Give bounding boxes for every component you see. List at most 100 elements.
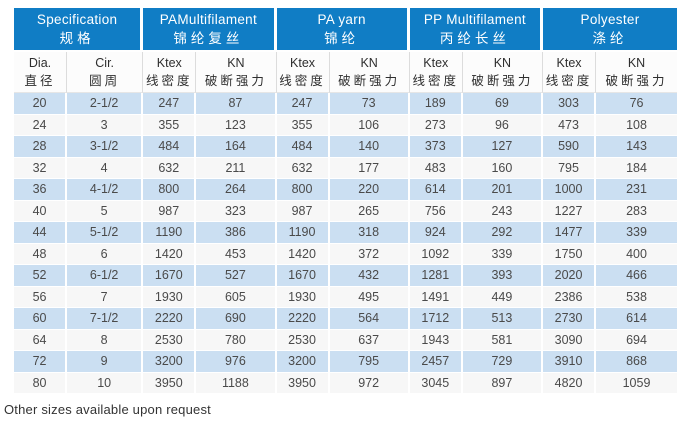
group-header-specification: Specification 规格 [14,8,144,52]
table-cell: 614 [409,179,463,201]
table-cell: 292 [462,222,544,244]
table-cell: 2730 [543,308,597,330]
table-cell: 453 [196,243,277,265]
table-cell: 466 [596,265,677,287]
table-cell: 690 [196,308,277,330]
table-cell: 355 [143,114,197,136]
table-cell: 373 [409,136,463,158]
table-cell: 96 [462,114,544,136]
table-cell: 123 [196,114,277,136]
table-cell: 1000 [543,179,597,201]
table-cell: 60 [14,308,68,330]
table-cell: 72 [14,351,68,373]
table-cell: 2530 [143,329,197,351]
table-cell: 32 [14,157,68,179]
group-label-en: PA yarn [317,12,366,27]
table-row: 72 9 3200 976 3200 795 2457 729 3910 868 [14,351,677,373]
table-cell: 265 [329,200,410,222]
table-row: 24 3 355 123 355 106 273 96 473 108 [14,114,677,136]
table-cell: 1670 [276,265,330,287]
table-cell: 614 [596,308,677,330]
table-cell: 303 [543,93,597,115]
table-cell: 581 [462,329,544,351]
table-cell: 4-1/2 [67,179,144,201]
table-cell: 6 [67,243,144,265]
group-header-pa-yarn: PA yarn 锦纶 [276,8,410,52]
table-cell: 2530 [276,329,330,351]
table-cell: 24 [14,114,68,136]
table-row: 80 10 3950 1188 3950 972 3045 897 4820 1059 [14,372,677,394]
table-cell: 972 [329,372,410,394]
group-label-cn: 规格 [59,31,95,46]
table-cell: 590 [543,136,597,158]
col-header-pa-yarn-kn: KN 破断强力 [329,52,410,93]
table-cell: 220 [329,179,410,201]
table-cell: 7 [67,286,144,308]
table-cell: 484 [143,136,197,158]
col-header-pa-multi-ktex: Ktex 线密度 [143,52,197,93]
table-row: 32 4 632 211 632 177 483 160 795 184 [14,157,677,179]
table-cell: 3950 [143,372,197,394]
table-cell: 264 [196,179,277,201]
group-label-cn: 锦纶 [324,31,360,46]
table-cell: 108 [596,114,677,136]
table-cell: 4 [67,157,144,179]
table-cell: 1092 [409,243,463,265]
table-cell: 247 [276,93,330,115]
table-cell: 1750 [543,243,597,265]
group-label-cn: 涤纶 [592,31,628,46]
table-cell: 2220 [143,308,197,330]
table-cell: 106 [329,114,410,136]
table-cell: 69 [462,93,544,115]
table-cell: 3 [67,114,144,136]
table-cell: 2020 [543,265,597,287]
col-header-pa-yarn-ktex: Ktex 线密度 [276,52,330,93]
table-row: 28 3-1/2 484 164 484 140 373 127 590 143 [14,136,677,158]
table-cell: 756 [409,200,463,222]
table-cell: 432 [329,265,410,287]
table-cell: 3045 [409,372,463,394]
table-cell: 2220 [276,308,330,330]
table-cell: 694 [596,329,677,351]
col-header-cir: Cir. 圆周 [67,52,144,93]
group-label-cn: 锦纶复丝 [173,31,244,46]
table-cell: 1930 [143,286,197,308]
table-cell: 1190 [276,222,330,244]
table-cell: 40 [14,200,68,222]
page: Specification 规格 PAMultifilament 锦纶复丝 PA… [4,8,677,417]
table-cell: 1930 [276,286,330,308]
table-cell: 483 [409,157,463,179]
table-cell: 1420 [276,243,330,265]
table-cell: 800 [143,179,197,201]
table-cell: 164 [196,136,277,158]
group-header-pa-multifilament: PAMultifilament 锦纶复丝 [143,8,277,52]
table-cell: 4820 [543,372,597,394]
group-label-cn: 丙纶长丝 [439,31,510,46]
table-cell: 2386 [543,286,597,308]
table-row: 52 6-1/2 1670 527 1670 432 1281 393 2020 466 [14,265,677,287]
table-cell: 1477 [543,222,597,244]
table-cell: 56 [14,286,68,308]
table-cell: 795 [543,157,597,179]
table-cell: 800 [276,179,330,201]
table-cell: 2-1/2 [67,93,144,115]
table-cell: 1188 [196,372,277,394]
table-cell: 987 [143,200,197,222]
table-cell: 36 [14,179,68,201]
table-cell: 7-1/2 [67,308,144,330]
table-cell: 177 [329,157,410,179]
table-cell: 273 [409,114,463,136]
table-row: 44 5-1/2 1190 386 1190 318 924 292 1477 339 [14,222,677,244]
table-cell: 189 [409,93,463,115]
table-cell: 449 [462,286,544,308]
table-row: 64 8 2530 780 2530 637 1943 581 3090 694 [14,329,677,351]
table-row: 36 4-1/2 800 264 800 220 614 201 1000 231 [14,179,677,201]
col-header-polyester-ktex: Ktex 线密度 [543,52,597,93]
table-cell: 5-1/2 [67,222,144,244]
table-cell: 323 [196,200,277,222]
table-cell: 87 [196,93,277,115]
table-cell: 3-1/2 [67,136,144,158]
footer-note: Other sizes available upon request [4,402,211,417]
table-cell: 897 [462,372,544,394]
sub-header-row: Dia. 直径 Cir. 圆周 Ktex 线密度 KN 破断强力 Ktex [14,52,677,93]
